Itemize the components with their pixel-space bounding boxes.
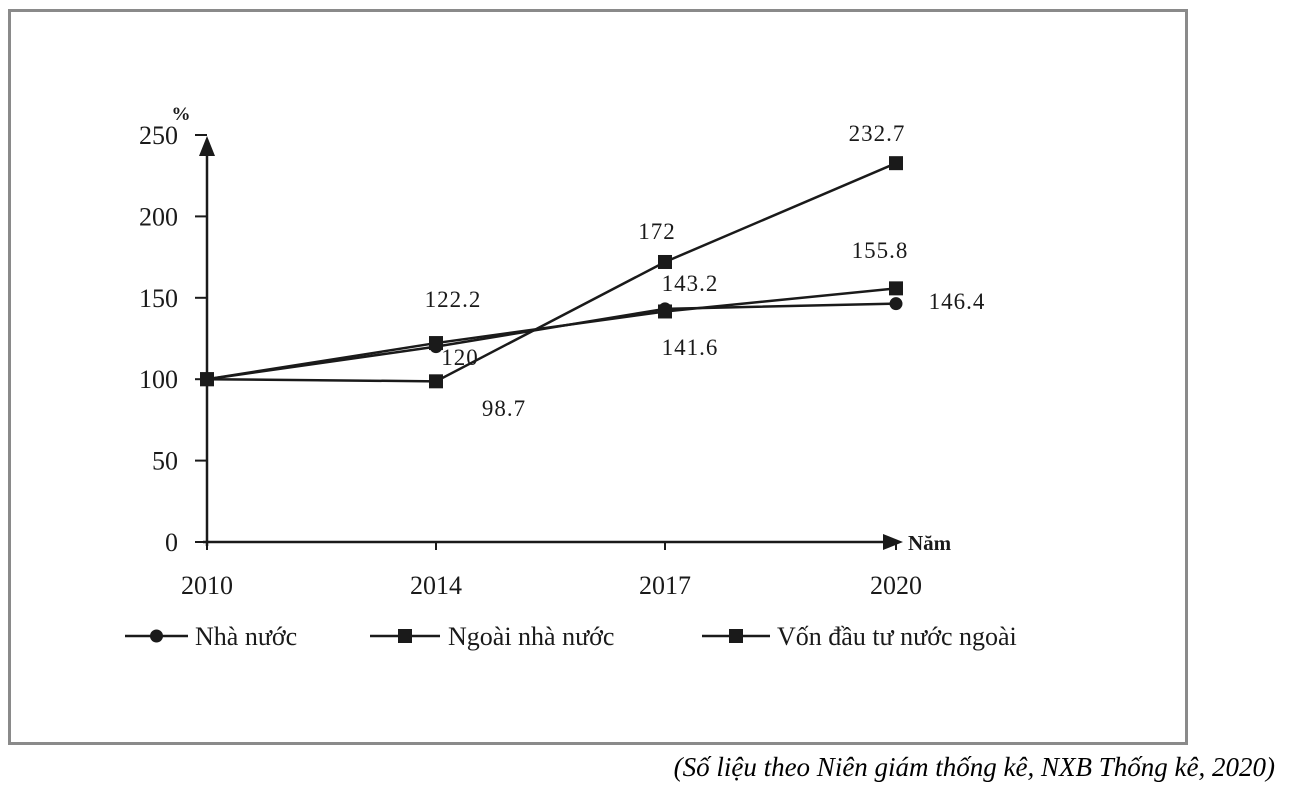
series-von-dau-tu-nuoc-ngoai-point	[200, 372, 214, 387]
legend-von-dau-tu-nuoc-ngoai-label: Vốn đầu tư nước ngoài	[777, 622, 1017, 651]
x-axis-arrow	[883, 534, 903, 550]
legend-nha-nuoc-marker	[150, 629, 163, 643]
series-von-dau-tu-nuoc-ngoai-line	[206, 162, 897, 383]
series-nha-nuoc-point	[889, 297, 903, 311]
series-ngoai-nha-nuoc-line	[206, 287, 897, 381]
series-nha-nuoc-line	[206, 302, 897, 381]
series-ngoai-nha-nuoc-data-label: 122.2	[425, 287, 482, 312]
series-nha-nuoc-data-label: 143.2	[662, 271, 719, 296]
series-von-dau-tu-nuoc-ngoai-point	[658, 254, 672, 269]
series-nha-nuoc-data-label: 146.4	[929, 289, 986, 314]
source-note: (Số liệu theo Niên giám thống kê, NXB Th…	[673, 752, 1275, 782]
x-tick-label: 2014	[410, 571, 462, 600]
y-tick-label: 50	[152, 447, 178, 476]
series-von-dau-tu-nuoc-ngoai-point	[889, 156, 903, 171]
legend-von-dau-tu-nuoc-ngoai-marker	[729, 629, 743, 643]
series-von-dau-tu-nuoc-ngoai-data-label: 172	[638, 219, 676, 244]
y-tick-label: 200	[139, 202, 178, 231]
series-ngoai-nha-nuoc-point	[429, 336, 443, 351]
x-tick-label: 2020	[870, 571, 922, 600]
y-tick-label: 0	[165, 528, 178, 557]
y-tick-label: 250	[139, 121, 178, 150]
series-ngoai-nha-nuoc-point	[889, 281, 903, 296]
x-unit-label: Năm	[908, 531, 952, 555]
y-axis-arrow	[199, 136, 215, 156]
legend-nha-nuoc-label: Nhà nước	[195, 622, 297, 651]
line-chart: % Năm 0 50 100 150 200 250 2010 2014 2017 2020 120 14…	[125, 104, 1017, 651]
x-tick-label: 2010	[181, 571, 233, 600]
y-unit-label: %	[172, 104, 191, 125]
x-tick-label: 2017	[639, 571, 691, 600]
legend-ngoai-nha-nuoc-marker	[398, 629, 412, 643]
series-nha-nuoc-data-label: 120	[441, 345, 479, 370]
series-ngoai-nha-nuoc-data-label: 155.8	[852, 238, 909, 263]
series-von-dau-tu-nuoc-ngoai-data-label: 232.7	[849, 121, 906, 146]
series-ngoai-nha-nuoc-point	[658, 304, 672, 319]
y-tick-label: 100	[139, 365, 178, 394]
series-ngoai-nha-nuoc-data-label: 141.6	[662, 335, 719, 360]
series-von-dau-tu-nuoc-ngoai-data-label: 98.7	[482, 396, 526, 421]
legend-ngoai-nha-nuoc-label: Ngoài nhà nước	[448, 622, 614, 651]
series-von-dau-tu-nuoc-ngoai-point	[429, 374, 443, 389]
y-tick-label: 150	[139, 284, 178, 313]
